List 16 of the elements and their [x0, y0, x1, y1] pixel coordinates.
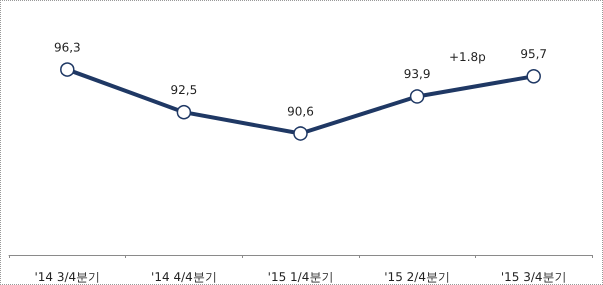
data-label: 92,5	[170, 82, 198, 97]
point	[293, 126, 308, 141]
text: +1.8p	[449, 50, 486, 64]
data-label: 96,3	[54, 40, 81, 54]
data-label: 93,9	[404, 67, 430, 82]
point	[410, 89, 424, 104]
x-tick-label: '15 1/4분기	[268, 270, 334, 284]
data-label: 90,6	[287, 104, 314, 118]
x-tick-label: '14 3/4분기	[34, 270, 100, 284]
point	[526, 69, 541, 84]
data-label: 95,7	[520, 47, 548, 62]
x-tick-label: '15 2/4분기	[384, 270, 450, 284]
x-tick-label: '15 3/4분기	[500, 270, 567, 284]
point	[60, 62, 75, 77]
x-tick-label: '14 4/4분기	[151, 270, 217, 284]
point	[176, 104, 192, 120]
